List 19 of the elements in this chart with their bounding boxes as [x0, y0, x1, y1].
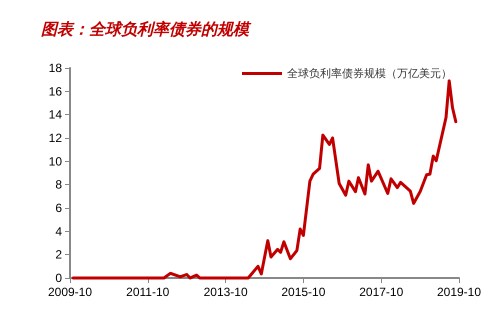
y-tick-label: 18	[48, 61, 62, 75]
x-tick-label: 2011-10	[126, 285, 170, 299]
x-tick-label: 2013-10	[204, 285, 248, 299]
line-series	[72, 79, 458, 280]
y-tick-label: 2	[55, 248, 62, 262]
x-tick-label: 2019-10	[436, 285, 482, 299]
y-tick-label: 4	[55, 224, 62, 238]
y-tick-label: 6	[55, 201, 62, 215]
x-tick-label: 2009-10	[48, 285, 92, 299]
chart-title: 图表：全球负利率债券的规模	[41, 20, 252, 38]
y-tick-label: 16	[48, 84, 62, 98]
y-tick-label: 8	[55, 178, 62, 192]
y-tick-label: 12	[48, 131, 62, 145]
legend-label: 全球负利率债券规模（万亿美元）	[287, 67, 452, 80]
y-tick-label: 10	[48, 154, 62, 168]
x-tick-label: 2017-10	[359, 285, 404, 299]
x-tick-label: 2015-10	[281, 285, 326, 299]
y-tick-label: 14	[48, 108, 62, 122]
y-tick-label: 0	[55, 271, 62, 285]
